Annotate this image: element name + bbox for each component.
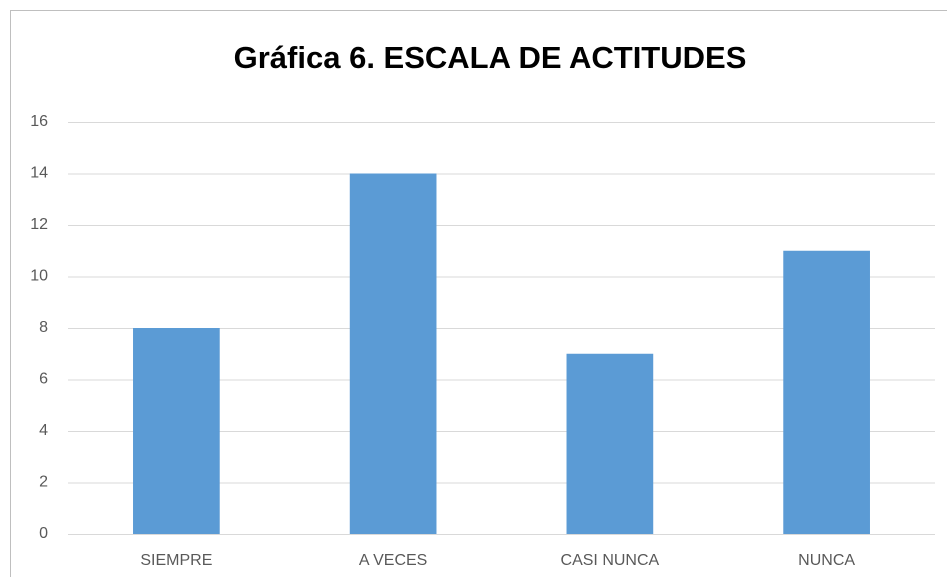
y-tick-label: 10 bbox=[30, 268, 48, 285]
bar bbox=[566, 353, 654, 534]
bar bbox=[349, 173, 437, 534]
y-tick-label: 4 bbox=[39, 422, 48, 439]
bar bbox=[133, 328, 220, 534]
x-tick-label: SIEMPRE bbox=[140, 552, 212, 569]
y-tick-label: 16 bbox=[30, 113, 48, 130]
x-tick-label: CASI NUNCA bbox=[561, 552, 660, 569]
x-tick-label: A VECES bbox=[359, 552, 427, 569]
y-tick-label: 0 bbox=[39, 525, 48, 542]
y-tick-label: 2 bbox=[39, 474, 48, 491]
chart-title: Gráfica 6. ESCALA DE ACTITUDES bbox=[234, 40, 747, 75]
bar bbox=[783, 250, 870, 534]
y-tick-label: 12 bbox=[30, 216, 48, 233]
y-tick-label: 6 bbox=[39, 371, 48, 388]
x-tick-label: NUNCA bbox=[798, 552, 855, 569]
y-tick-label: 8 bbox=[39, 319, 48, 336]
y-tick-label: 14 bbox=[30, 165, 48, 182]
